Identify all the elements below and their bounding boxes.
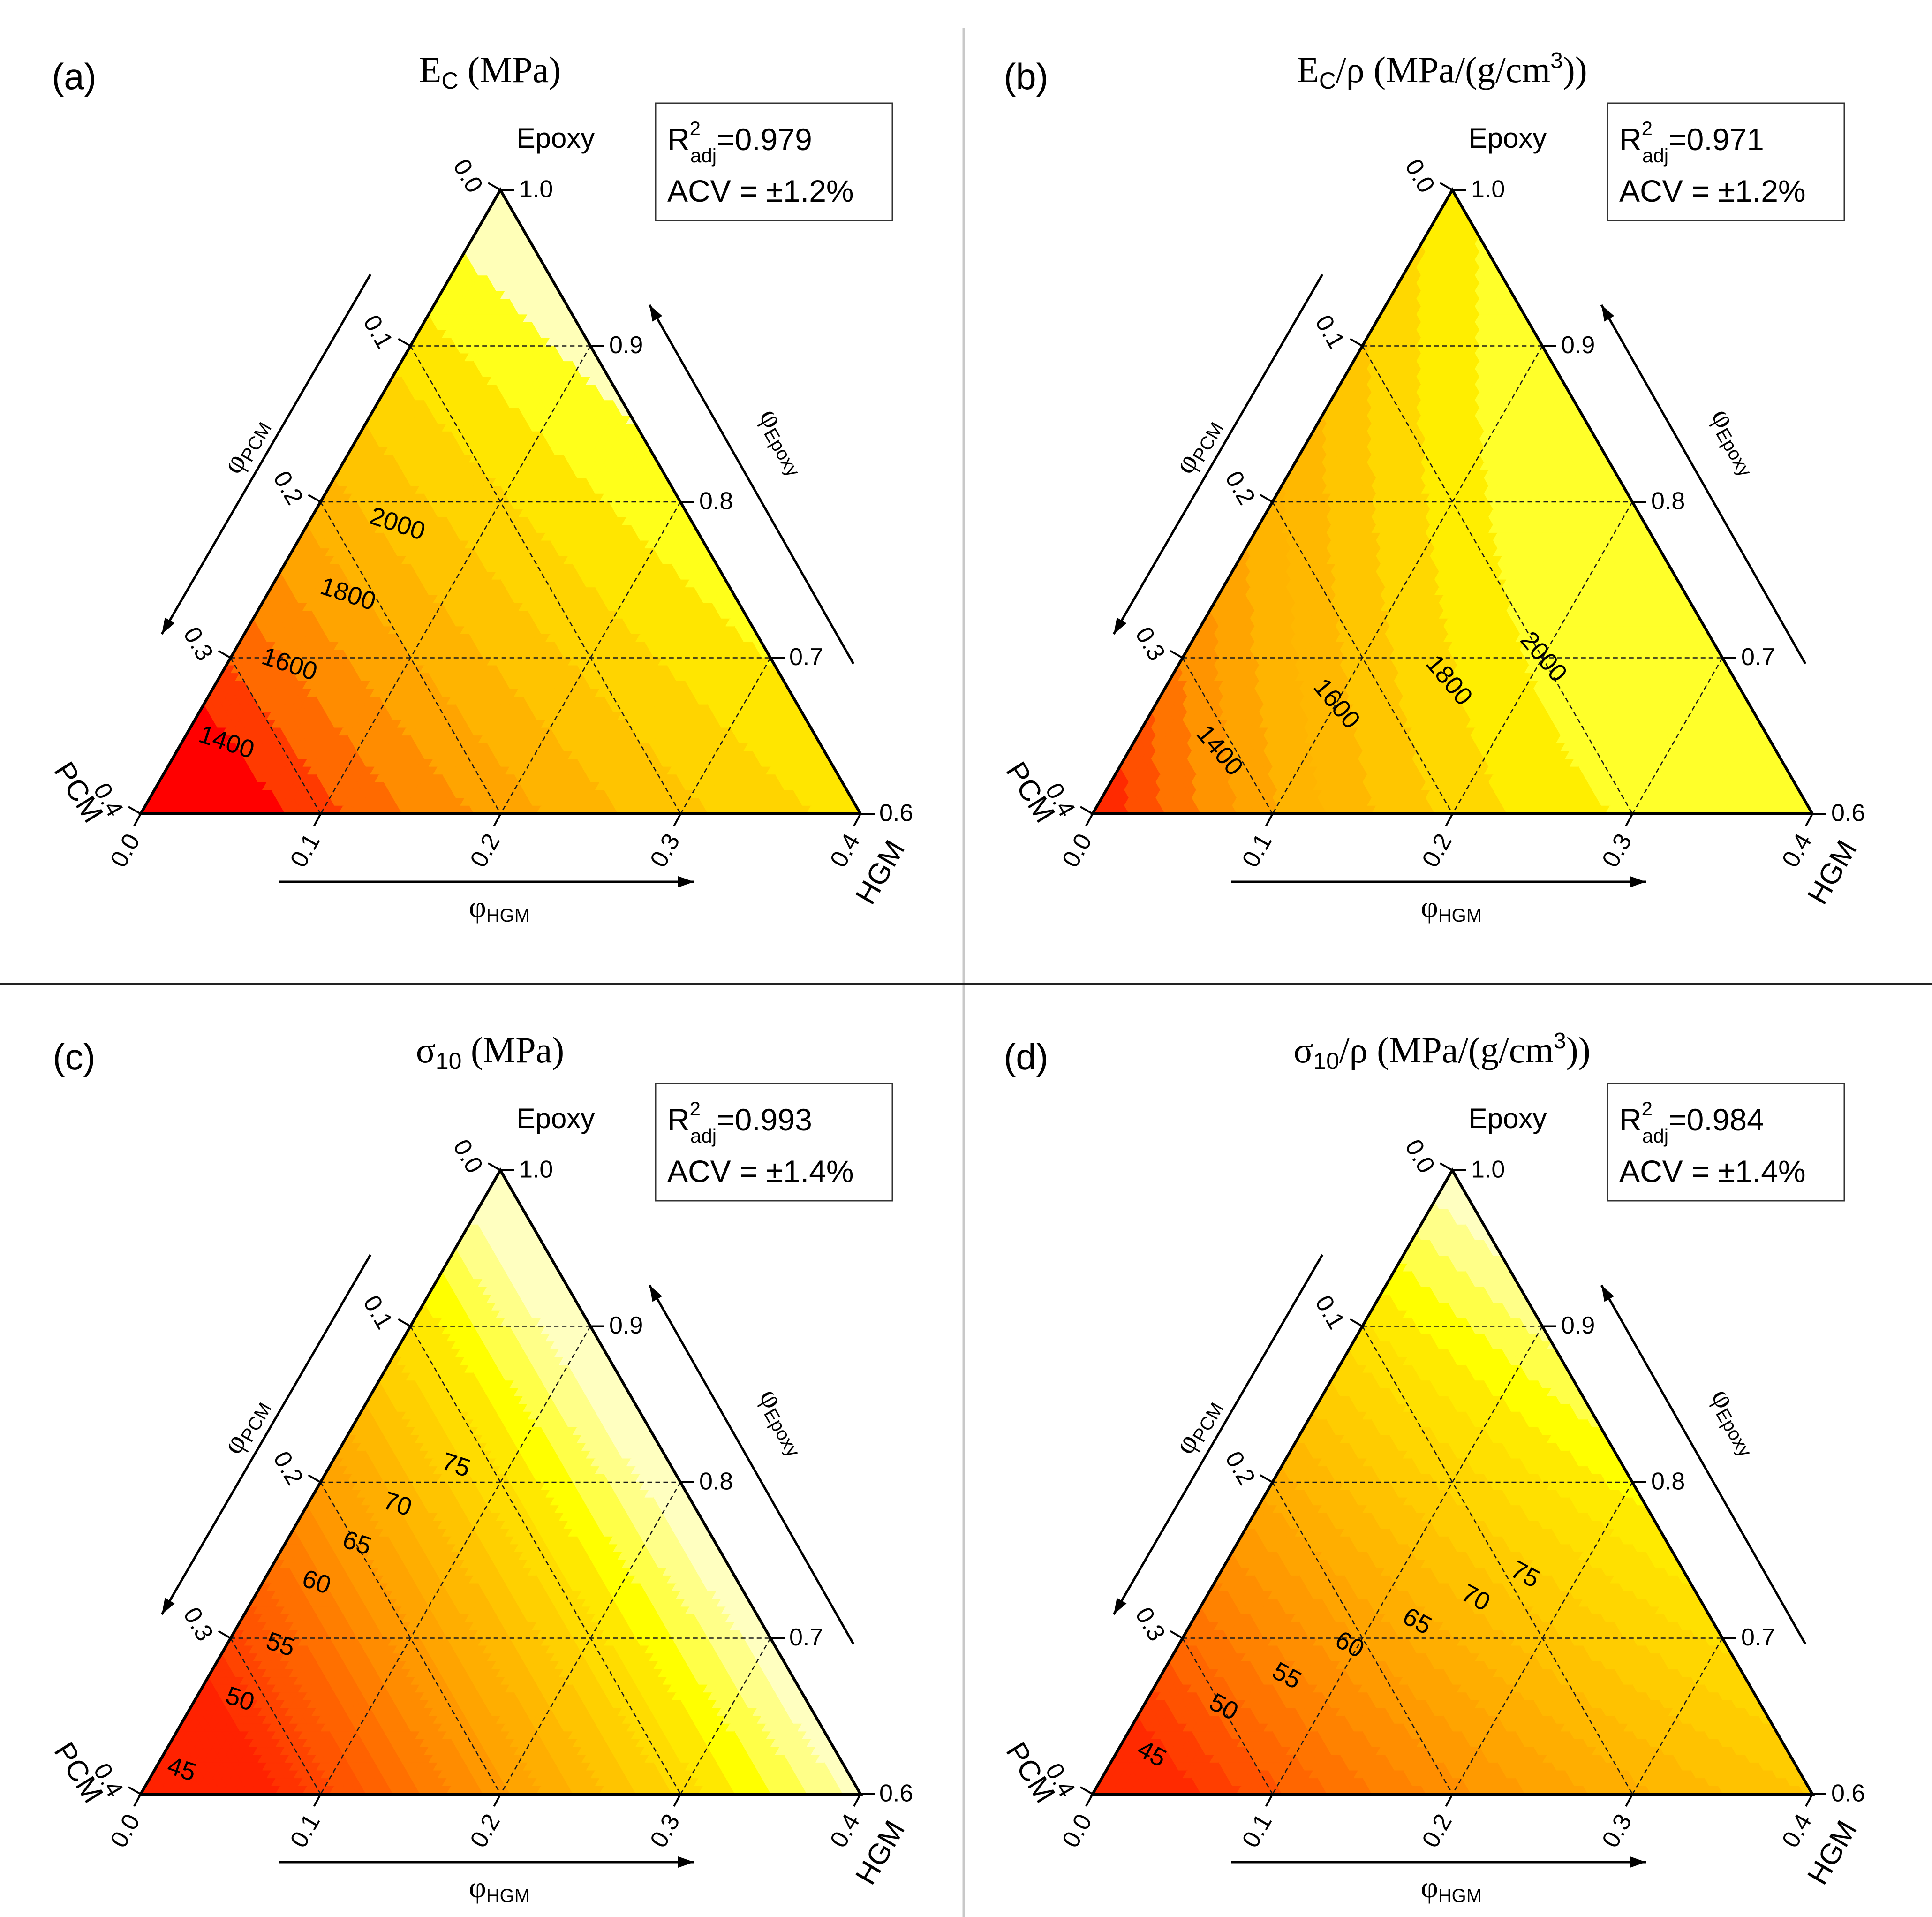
contour-cell bbox=[779, 805, 789, 814]
contour-fill bbox=[141, 190, 860, 814]
contour-cell bbox=[806, 805, 816, 814]
contour-cell bbox=[815, 805, 825, 814]
contour-cell bbox=[833, 805, 843, 814]
contour-cell bbox=[788, 805, 798, 814]
contour-cell bbox=[824, 805, 834, 814]
contour-cell bbox=[797, 805, 807, 814]
contour-cell bbox=[770, 805, 780, 814]
contour-cell bbox=[842, 805, 852, 814]
